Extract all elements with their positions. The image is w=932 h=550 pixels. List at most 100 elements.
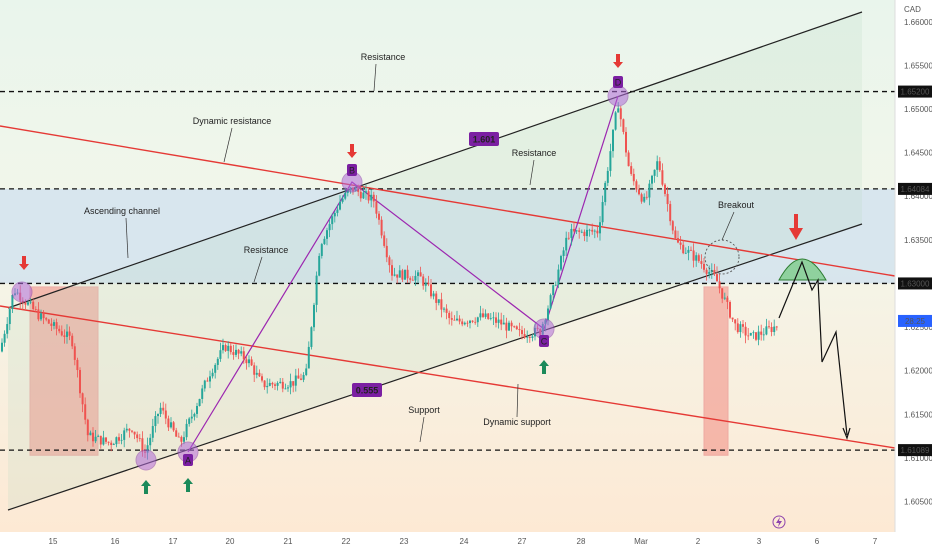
candle-body (664, 184, 666, 194)
candle (666, 186, 669, 212)
level-price-label: 1.64084 (901, 185, 930, 194)
candle-body (305, 368, 308, 375)
candle-body (50, 323, 53, 326)
time-tick-label: 27 (518, 537, 527, 546)
candle-body (742, 324, 744, 327)
candle-body (479, 313, 482, 318)
current-price-tag (898, 314, 932, 327)
candle-body (297, 375, 300, 379)
candle (297, 368, 300, 379)
sell-arrow-icon (19, 256, 29, 270)
candle (502, 315, 505, 325)
candle-body (318, 255, 321, 276)
candle-body (302, 374, 305, 380)
candle-body (320, 244, 323, 256)
candle-body (372, 194, 375, 202)
candle (757, 325, 760, 346)
candle-body (125, 428, 128, 431)
candle (125, 423, 128, 433)
label-dynamic-support: Dynamic support (483, 417, 551, 427)
candle-body (617, 108, 620, 113)
candle (313, 302, 315, 332)
candle (765, 318, 768, 336)
candle (378, 210, 380, 225)
candle-body (66, 331, 68, 337)
candle-body (755, 332, 757, 340)
candle-body (89, 432, 92, 436)
label-support: Support (408, 405, 440, 415)
price-tick-label: 1.66000 (904, 18, 932, 27)
candle-body (419, 272, 422, 277)
candle-body (583, 231, 586, 237)
time-tick-label: 21 (284, 537, 293, 546)
candle (55, 318, 58, 336)
candle-body (692, 250, 695, 261)
candle-body (224, 345, 227, 351)
lightning-icon[interactable] (772, 515, 786, 529)
candle (183, 431, 185, 445)
candle (422, 273, 425, 290)
candle (562, 247, 565, 263)
candle (8, 306, 11, 331)
candle-body (370, 194, 373, 201)
candle-body (630, 166, 633, 174)
candle-body (180, 436, 183, 442)
candle-body (739, 324, 742, 333)
candle-body (341, 198, 344, 202)
candle (245, 356, 248, 370)
candle-body (552, 285, 555, 296)
candle-body (653, 169, 656, 176)
candle-body (99, 435, 102, 445)
candle-body (201, 388, 204, 399)
candle (622, 118, 625, 135)
candle-body (609, 151, 612, 171)
candle-body (466, 322, 469, 324)
candle-body (669, 204, 672, 222)
time-tick-label: Mar (634, 537, 648, 546)
candle (92, 427, 94, 447)
candle (289, 373, 292, 395)
candle-body (513, 326, 516, 328)
candle-body (635, 181, 638, 190)
candle-body (453, 319, 456, 321)
candle-body (450, 318, 453, 320)
time-tick-label: 17 (169, 537, 178, 546)
candle (500, 312, 503, 331)
candle-body (383, 235, 386, 246)
candle (370, 189, 373, 208)
candle (596, 225, 599, 238)
fib-ratio-bc: 1.601 (473, 135, 496, 145)
candle (68, 326, 71, 341)
candle (687, 246, 690, 261)
candle (404, 269, 406, 280)
candle-body (695, 255, 698, 261)
candle-body (718, 281, 721, 289)
candle (268, 378, 271, 387)
candle (120, 433, 123, 445)
candle (159, 402, 162, 418)
candle (463, 321, 466, 326)
candle-body (167, 418, 170, 428)
candle-body (521, 330, 523, 335)
point-badge-a (183, 454, 193, 466)
candle-body (146, 445, 149, 453)
candle (170, 417, 172, 429)
candle-body (648, 183, 651, 198)
candle-body (227, 345, 230, 351)
candle-body (188, 418, 191, 424)
candle (385, 238, 388, 263)
candle-body (463, 322, 466, 325)
candle-body (344, 192, 347, 199)
candle-body (248, 359, 250, 364)
candle (79, 367, 81, 398)
candle (508, 320, 510, 331)
candle (175, 427, 178, 437)
candle (157, 413, 159, 424)
candle-body (484, 313, 487, 317)
candle-body (380, 219, 383, 236)
candle-body (700, 261, 703, 264)
candle-body (170, 422, 172, 428)
candle (235, 344, 237, 358)
